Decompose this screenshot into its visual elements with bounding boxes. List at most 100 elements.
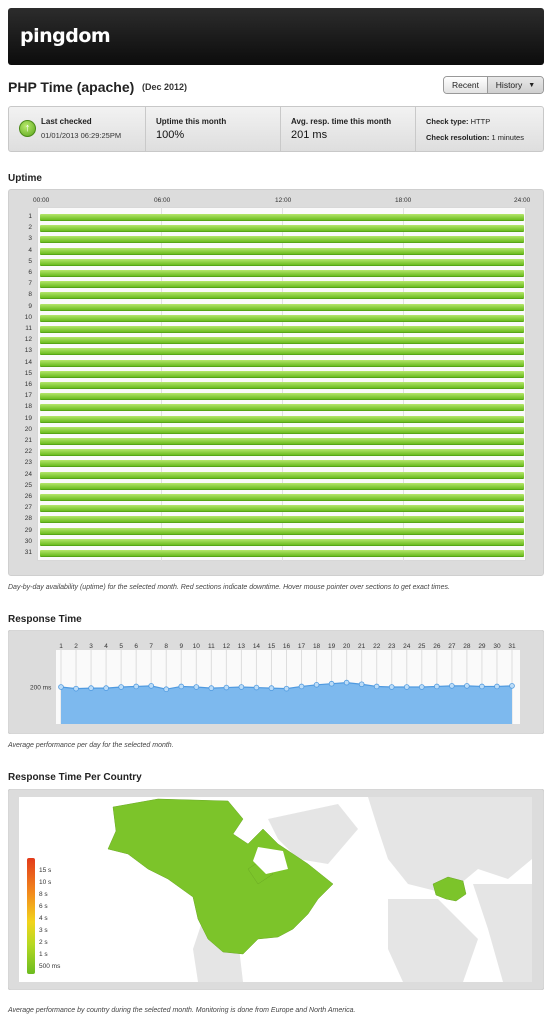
uptime-day-bar[interactable] <box>40 482 524 490</box>
response-point[interactable] <box>88 685 94 691</box>
response-point[interactable] <box>73 685 79 692</box>
x-tick-label: 29 <box>478 643 486 650</box>
uptime-day-bar[interactable] <box>40 348 524 356</box>
uptime-day-bar[interactable] <box>40 505 524 513</box>
hour-label: 12:00 <box>275 197 292 204</box>
uptime-day-bar[interactable] <box>40 494 524 501</box>
response-point[interactable] <box>373 683 380 690</box>
x-tick-label: 20 <box>343 643 351 650</box>
uptime-day-bar[interactable] <box>40 426 524 434</box>
day-label: 30 <box>24 537 32 545</box>
avg-response-value: 201 ms <box>291 129 328 141</box>
uptime-day-bar[interactable] <box>40 303 524 311</box>
x-tick-label: 6 <box>134 643 138 650</box>
uptime-day-bar[interactable] <box>40 214 524 221</box>
country-title: Response Time Per Country <box>8 772 142 783</box>
x-tick-label: 18 <box>313 643 321 650</box>
response-point[interactable] <box>298 683 305 690</box>
response-time-svg: 1 2 3 4 5 6 7 8 9 10 11 12 13 14 15 16 17 18 19 20 21 22 23 24 2… <box>8 630 544 734</box>
view-toggle: Recent History ▼ <box>443 76 544 94</box>
response-point[interactable] <box>148 683 155 689</box>
response-point[interactable] <box>434 683 440 690</box>
page-period: (Dec 2012) <box>142 82 188 92</box>
uptime-day-bar[interactable] <box>40 337 524 345</box>
response-point[interactable] <box>464 683 470 689</box>
uptime-day-bar[interactable] <box>40 225 524 233</box>
uptime-day-bar[interactable] <box>40 281 524 289</box>
x-tick-label: 11 <box>208 643 215 650</box>
check-type-label: Check type: <box>426 117 469 126</box>
check-info-cell: Check type: HTTP Check resolution: 1 min… <box>416 107 543 151</box>
uptime-month-cell: Uptime this month 100% <box>146 107 281 151</box>
uptime-day-bar[interactable] <box>40 292 524 300</box>
uptime-day-bar[interactable] <box>40 247 524 255</box>
uptime-day-bar[interactable] <box>40 359 524 367</box>
response-point[interactable] <box>418 684 425 690</box>
day-label: 5 <box>28 257 32 265</box>
response-point[interactable] <box>103 685 109 691</box>
day-label: 4 <box>28 246 32 254</box>
response-point[interactable] <box>328 680 335 687</box>
uptime-day-bar[interactable] <box>40 516 524 524</box>
response-point[interactable] <box>163 686 170 692</box>
recent-button[interactable]: Recent <box>444 77 488 93</box>
day-label: 6 <box>28 269 32 276</box>
response-point[interactable] <box>343 679 350 686</box>
legend-label: 1 s <box>39 951 48 958</box>
hour-label: 18:00 <box>395 197 412 204</box>
day-label: 8 <box>28 291 32 299</box>
legend-label: 15 s <box>39 867 52 874</box>
response-point[interactable] <box>118 684 124 690</box>
response-point[interactable] <box>223 684 230 691</box>
uptime-day-bar[interactable] <box>40 236 524 244</box>
response-point[interactable] <box>208 685 215 691</box>
x-tick-label: 8 <box>164 643 168 650</box>
response-point[interactable] <box>238 684 245 690</box>
status-summary: ↑ Last checked 01/01/2013 06:29:25PM Upt… <box>8 106 544 152</box>
uptime-day-bar[interactable] <box>40 270 524 277</box>
response-point[interactable] <box>388 684 395 690</box>
pingdom-logo[interactable]: pingdom <box>20 25 111 47</box>
y-tick-label: 200 ms <box>30 685 52 692</box>
uptime-day-bar[interactable] <box>40 393 524 401</box>
uptime-day-bar[interactable] <box>40 415 524 423</box>
response-point[interactable] <box>313 681 320 688</box>
uptime-day-bar[interactable] <box>40 527 524 535</box>
uptime-day-bar[interactable] <box>40 370 524 378</box>
uptime-day-bar[interactable] <box>40 460 524 468</box>
uptime-day-bar[interactable] <box>40 258 524 266</box>
response-point[interactable] <box>253 684 260 691</box>
day-label: 17 <box>24 392 32 400</box>
response-point[interactable] <box>449 683 455 689</box>
europe-shape <box>432 876 467 902</box>
uptime-day-bar[interactable] <box>40 438 524 445</box>
day-label: 29 <box>24 526 32 534</box>
response-time-chart: 1 2 3 4 5 6 7 8 9 10 11 12 13 14 15 16 17 18 19 20 21 22 23 24 2… <box>8 630 544 734</box>
response-point[interactable] <box>133 683 139 690</box>
day-label: 24 <box>24 470 32 478</box>
history-button[interactable]: History ▼ <box>488 77 543 93</box>
uptime-day-bar[interactable] <box>40 404 524 412</box>
uptime-day-bar[interactable] <box>40 382 524 389</box>
response-point[interactable] <box>193 684 200 690</box>
uptime-day-bar[interactable] <box>40 550 524 557</box>
response-point[interactable] <box>509 683 515 689</box>
response-point[interactable] <box>268 685 275 691</box>
day-label: 23 <box>24 459 32 467</box>
response-point[interactable] <box>358 681 365 688</box>
day-label: 27 <box>24 504 32 512</box>
page-title: PHP Time (apache) <box>8 79 135 95</box>
response-point[interactable] <box>58 684 64 690</box>
uptime-day-bar[interactable] <box>40 314 524 322</box>
response-point[interactable] <box>403 684 410 690</box>
response-point[interactable] <box>178 683 185 690</box>
response-point[interactable] <box>494 683 500 690</box>
response-point[interactable] <box>283 685 290 692</box>
uptime-day-bar[interactable] <box>40 326 524 333</box>
uptime-day-bar[interactable] <box>40 449 524 457</box>
response-point[interactable] <box>479 683 485 690</box>
x-tick-label: 15 <box>268 643 276 650</box>
uptime-day-bar[interactable] <box>40 538 524 546</box>
uptime-day-bar[interactable] <box>40 471 524 479</box>
last-checked-value: 01/01/2013 06:29:25PM <box>41 131 122 140</box>
